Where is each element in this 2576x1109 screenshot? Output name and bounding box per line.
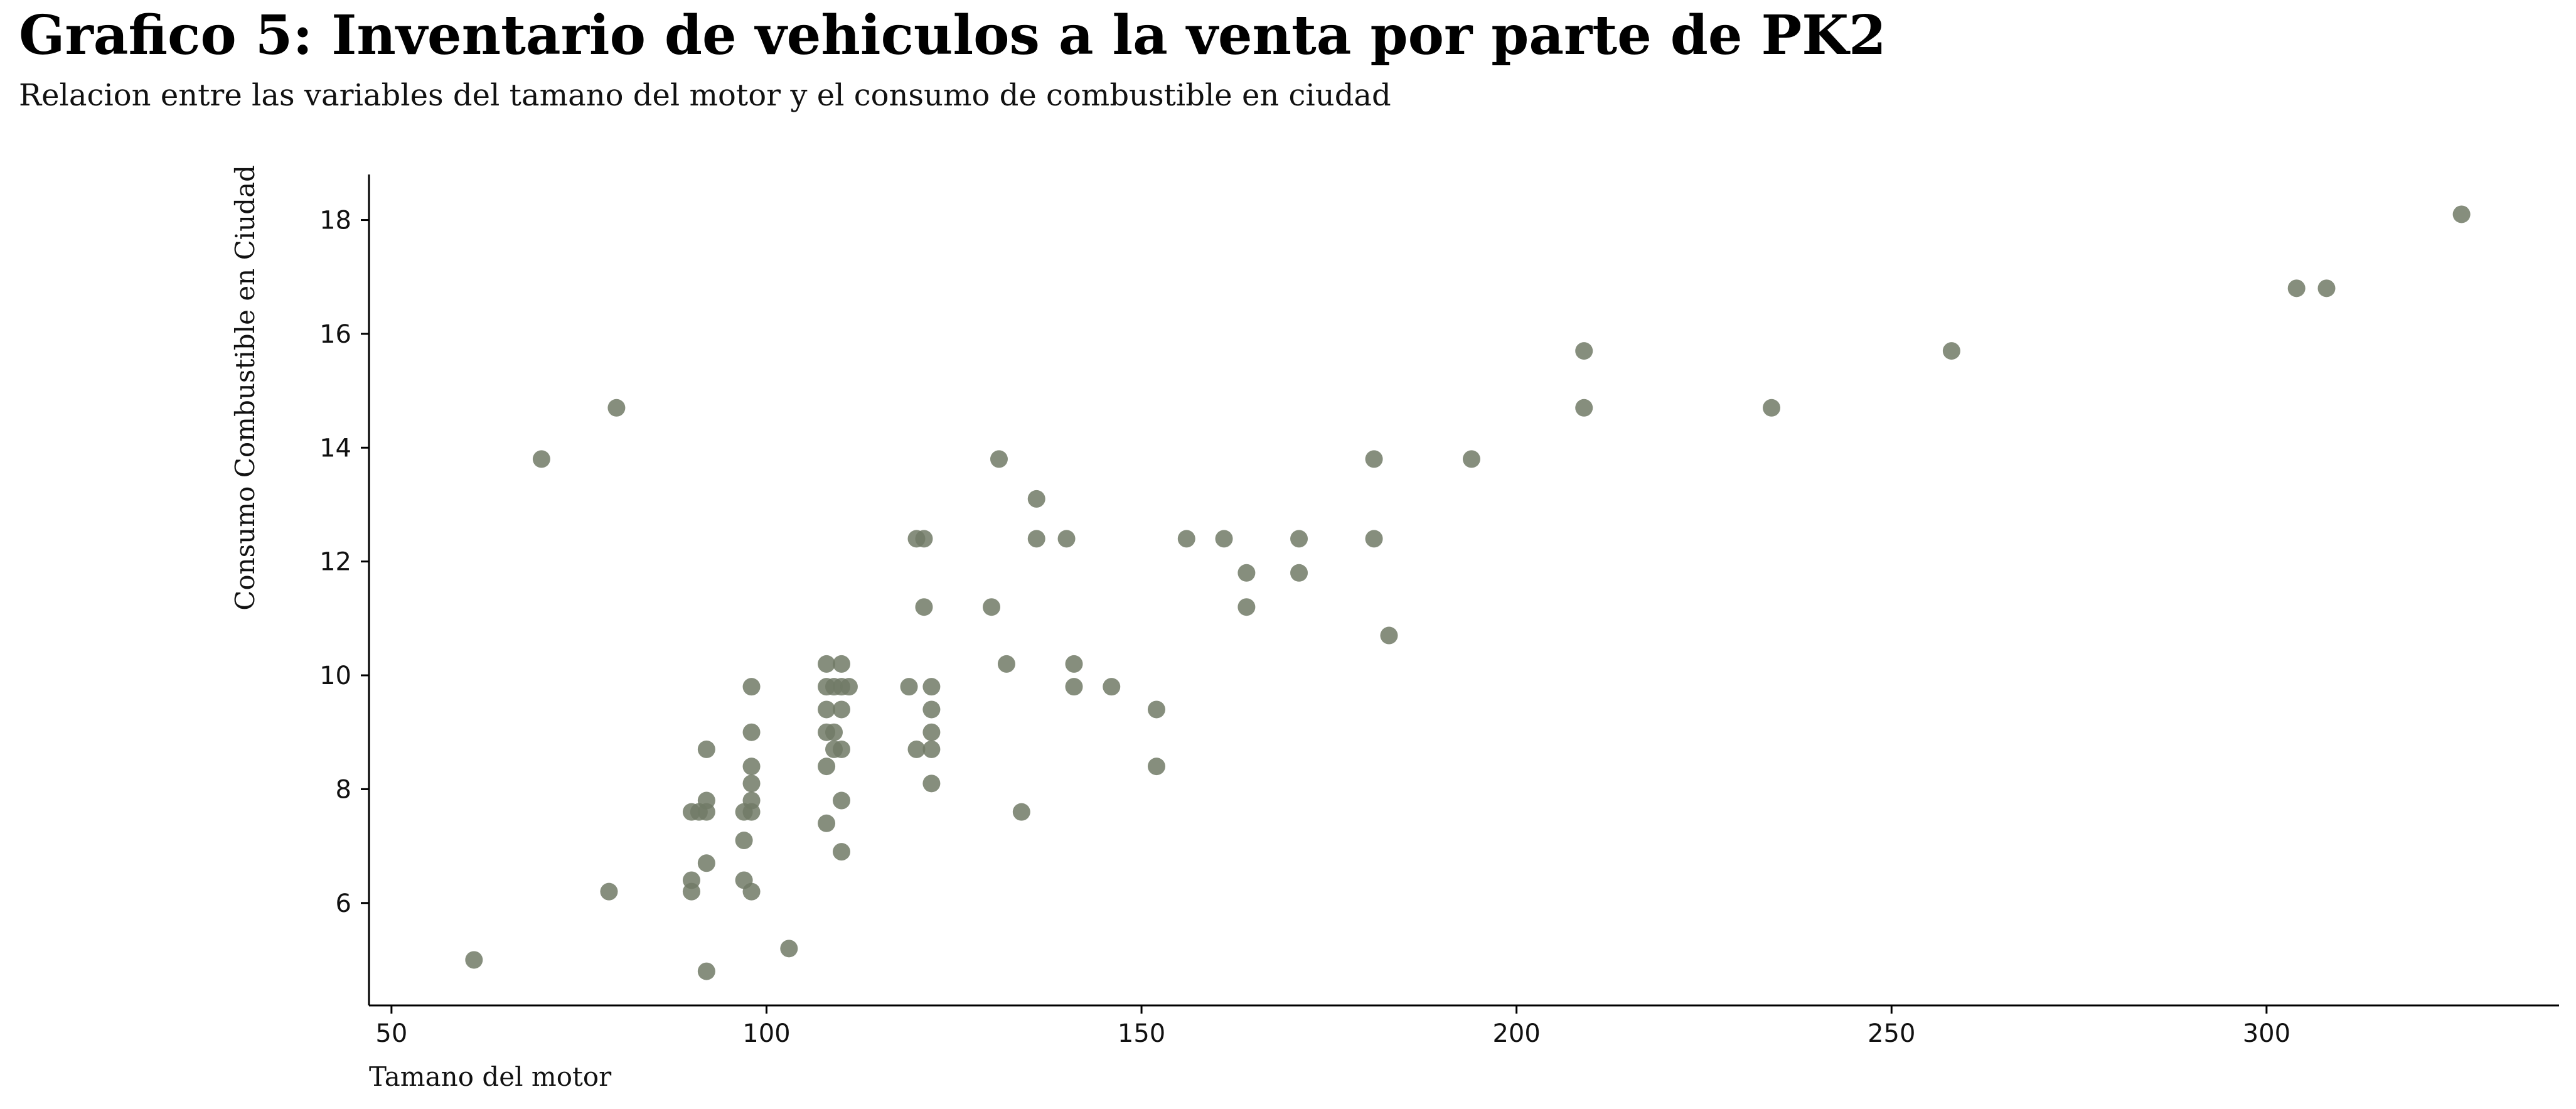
data-point <box>742 803 761 821</box>
y-tick-label: 6 <box>336 889 351 918</box>
data-point <box>742 678 761 696</box>
x-tick-label: 100 <box>742 1019 790 1048</box>
data-point <box>997 655 1015 673</box>
data-point <box>900 678 918 696</box>
data-point <box>1065 678 1083 696</box>
data-point <box>1365 450 1383 468</box>
data-point <box>825 723 843 741</box>
data-point <box>780 940 798 958</box>
data-point <box>465 951 483 969</box>
data-point <box>818 655 836 673</box>
data-point <box>607 399 626 417</box>
data-point <box>682 882 700 901</box>
data-point <box>697 962 715 980</box>
data-point <box>1215 530 1233 548</box>
data-point <box>1290 530 1308 548</box>
data-point <box>907 740 926 758</box>
data-point <box>818 758 836 776</box>
data-point <box>1103 678 1121 696</box>
chart-title: Grafico 5: Inventario de vehiculos a la … <box>19 4 1886 67</box>
data-point <box>1942 342 1960 360</box>
data-point <box>915 530 933 548</box>
y-tick-label: 10 <box>319 662 351 690</box>
data-point <box>742 882 761 901</box>
data-point <box>1027 530 1045 548</box>
data-point <box>1012 803 1030 821</box>
chart-axes: 50 100 150 200 250 300 6 8 10 12 14 16 18 <box>319 174 2559 1048</box>
data-point <box>922 774 941 793</box>
data-point <box>735 832 753 850</box>
data-point <box>1575 399 1593 417</box>
data-point <box>742 723 761 741</box>
data-point <box>600 882 618 901</box>
data-point <box>922 678 941 696</box>
data-point <box>2287 279 2306 297</box>
x-tick-label: 150 <box>1118 1019 1165 1048</box>
data-point <box>1147 700 1165 719</box>
data-point <box>742 774 761 793</box>
data-point <box>818 814 836 832</box>
data-point <box>1237 598 1256 616</box>
data-point <box>697 740 715 758</box>
data-point <box>1057 530 1076 548</box>
data-point <box>818 700 836 719</box>
data-point <box>922 700 941 719</box>
x-tick-label: 50 <box>375 1019 407 1048</box>
data-point <box>840 678 858 696</box>
y-tick-label: 18 <box>319 206 351 235</box>
data-point <box>1290 564 1308 582</box>
data-point <box>2317 279 2336 297</box>
data-point <box>2452 205 2471 223</box>
data-point <box>915 598 933 616</box>
data-point <box>832 700 850 719</box>
data-point <box>1177 530 1195 548</box>
data-point <box>697 854 715 872</box>
data-point <box>832 740 850 758</box>
data-point <box>832 791 850 810</box>
x-tick-label: 300 <box>2243 1019 2290 1048</box>
data-point <box>832 843 850 861</box>
data-point <box>1763 399 1781 417</box>
y-tick-label: 12 <box>319 548 351 577</box>
data-point <box>1462 450 1480 468</box>
data-point <box>990 450 1008 468</box>
data-point <box>922 723 941 741</box>
data-point <box>742 758 761 776</box>
chart-points <box>465 205 2471 980</box>
y-tick-label: 16 <box>319 320 351 349</box>
x-tick-label: 200 <box>1492 1019 1540 1048</box>
data-point <box>1380 626 1398 645</box>
y-tick-label: 8 <box>336 775 351 804</box>
data-point <box>1365 530 1383 548</box>
data-point <box>532 450 550 468</box>
data-point <box>983 598 1001 616</box>
data-point <box>1027 490 1045 508</box>
y-tick-label: 14 <box>319 434 351 463</box>
chart-subtitle: Relacion entre las variables del tamano … <box>19 78 1391 113</box>
x-axis-label: Tamano del motor <box>369 1061 612 1092</box>
data-point <box>697 791 715 810</box>
data-point <box>1575 342 1593 360</box>
data-point <box>1237 564 1256 582</box>
data-point <box>1147 758 1165 776</box>
data-point <box>1065 655 1083 673</box>
y-axis-label: Consumo Combustible en Ciudad <box>230 165 260 611</box>
data-point <box>832 655 850 673</box>
x-tick-label: 250 <box>1868 1019 1915 1048</box>
data-point <box>922 740 941 758</box>
